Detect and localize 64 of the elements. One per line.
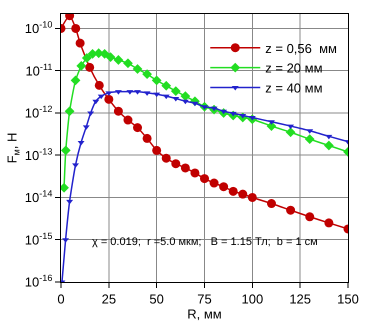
point [171, 159, 180, 168]
point [142, 69, 152, 80]
legend-label: z = 0,56 мм [265, 40, 338, 56]
point [114, 106, 123, 116]
y-tick-label: 10$^{-15}$ [24, 230, 52, 248]
point [152, 76, 162, 86]
x-tick-label: 125 [289, 292, 312, 307]
point [133, 123, 142, 132]
point [266, 199, 276, 208]
point [104, 94, 114, 104]
x-tick-label: 75 [197, 292, 212, 307]
y-tick-label: 10$^{-16}$ [24, 273, 52, 290]
point [85, 62, 94, 72]
point [228, 186, 238, 196]
point [71, 24, 80, 33]
point [100, 49, 110, 59]
point [286, 206, 296, 215]
x-tick-label: 100 [241, 292, 264, 307]
point [94, 80, 104, 90]
y-tick-label: 10$^{-13}$ [24, 146, 52, 163]
point [190, 168, 200, 178]
y-tick-label: 10$^{-11}$ [25, 62, 52, 78]
y-tick-label: 10$^{-14}$ [24, 188, 52, 206]
x-tick-label: 0 [57, 292, 65, 307]
point [142, 134, 152, 143]
point [70, 76, 80, 86]
point [304, 134, 315, 144]
point [180, 163, 190, 172]
point [76, 38, 85, 48]
point [305, 212, 314, 222]
point [201, 105, 208, 110]
legend-label: z = 20 мм [265, 60, 323, 76]
point [180, 91, 190, 102]
point [238, 190, 248, 199]
point [76, 61, 86, 71]
x-tick-label: 25 [102, 292, 116, 307]
point [134, 90, 141, 95]
point [61, 146, 71, 156]
point [64, 106, 74, 116]
point [248, 192, 257, 202]
y-tick-label: 10$^{-12}$ [24, 104, 52, 121]
x-tick-label: 50 [149, 292, 164, 307]
point [219, 182, 228, 192]
point [161, 80, 172, 91]
point [132, 64, 142, 74]
point [210, 178, 219, 188]
x-axis-title: R, мм [187, 306, 222, 322]
point [72, 163, 79, 168]
point [123, 116, 132, 125]
legend-label: z = 40 мм [265, 80, 323, 96]
point [114, 55, 124, 65]
point [286, 127, 296, 138]
annotation: χ = 0.019; r =5.0 мкм; B = 1.15 Тл; b = 1 см [92, 236, 318, 248]
point [152, 146, 162, 155]
point [123, 58, 133, 68]
point [106, 52, 116, 62]
point [324, 140, 334, 150]
point [200, 174, 209, 184]
x-tick-label: 150 [337, 292, 359, 307]
point [82, 53, 92, 63]
point [324, 218, 334, 228]
point [162, 154, 171, 163]
point [170, 86, 181, 96]
y-tick-label: 10$^{-10}$ [24, 20, 52, 36]
